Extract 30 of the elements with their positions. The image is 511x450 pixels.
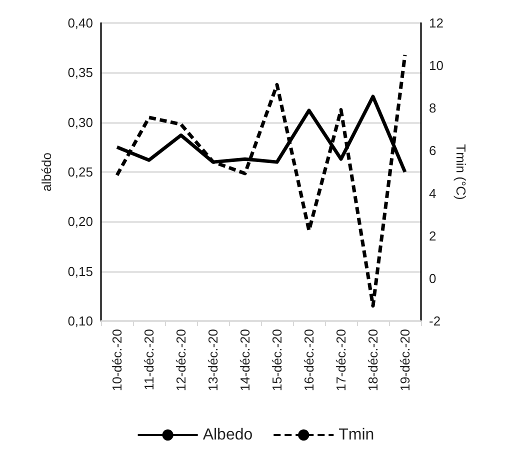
y2-tick-label: 12 [429,16,444,30]
line-series [115,53,407,308]
x-tick-label: 18-déc.-20 [366,329,380,392]
y-tick-label: 0,35 [68,65,93,80]
y-tick-label: 0,30 [68,114,93,130]
y-tick-label: 0,20 [68,214,93,230]
x-tick-label: 11-déc.-20 [142,329,156,390]
x-tick-label: 16-déc.-20 [302,329,316,392]
x-tick-label: 14-déc.-20 [238,329,252,392]
y2-tick-label: 2 [429,228,436,244]
y2-tick-label: 4 [429,186,436,201]
x-tick-label: 19-déc.-20 [398,329,412,392]
y2-tick-label: -2 [429,314,441,328]
y-tick-label: 0,40 [68,16,93,30]
y2-tick-label: 8 [429,100,436,116]
legend-label: Tmin [338,426,374,444]
y2-tick-label: 6 [429,143,436,158]
y2-tick-label: 10 [429,58,444,74]
y2-axis-title: Tmin (°C) [453,144,468,200]
legend-label: Albedo [202,426,253,444]
y2-tick-label: 0 [429,270,436,286]
y-axis-title: albédo [39,152,54,192]
x-tick-label: 10-déc.-20 [110,329,124,392]
y-tick-label: 0,25 [68,164,93,180]
x-tick-label: 17-déc.-20 [334,329,348,392]
x-tick-label: 12-déc.-20 [174,329,188,392]
y-tick-label: 0,10 [68,314,93,328]
y-tick-label: 0,15 [68,264,93,279]
x-tick-label: 15-déc.-20 [270,329,284,392]
x-tick-label: 13-déc.-20 [206,329,220,392]
